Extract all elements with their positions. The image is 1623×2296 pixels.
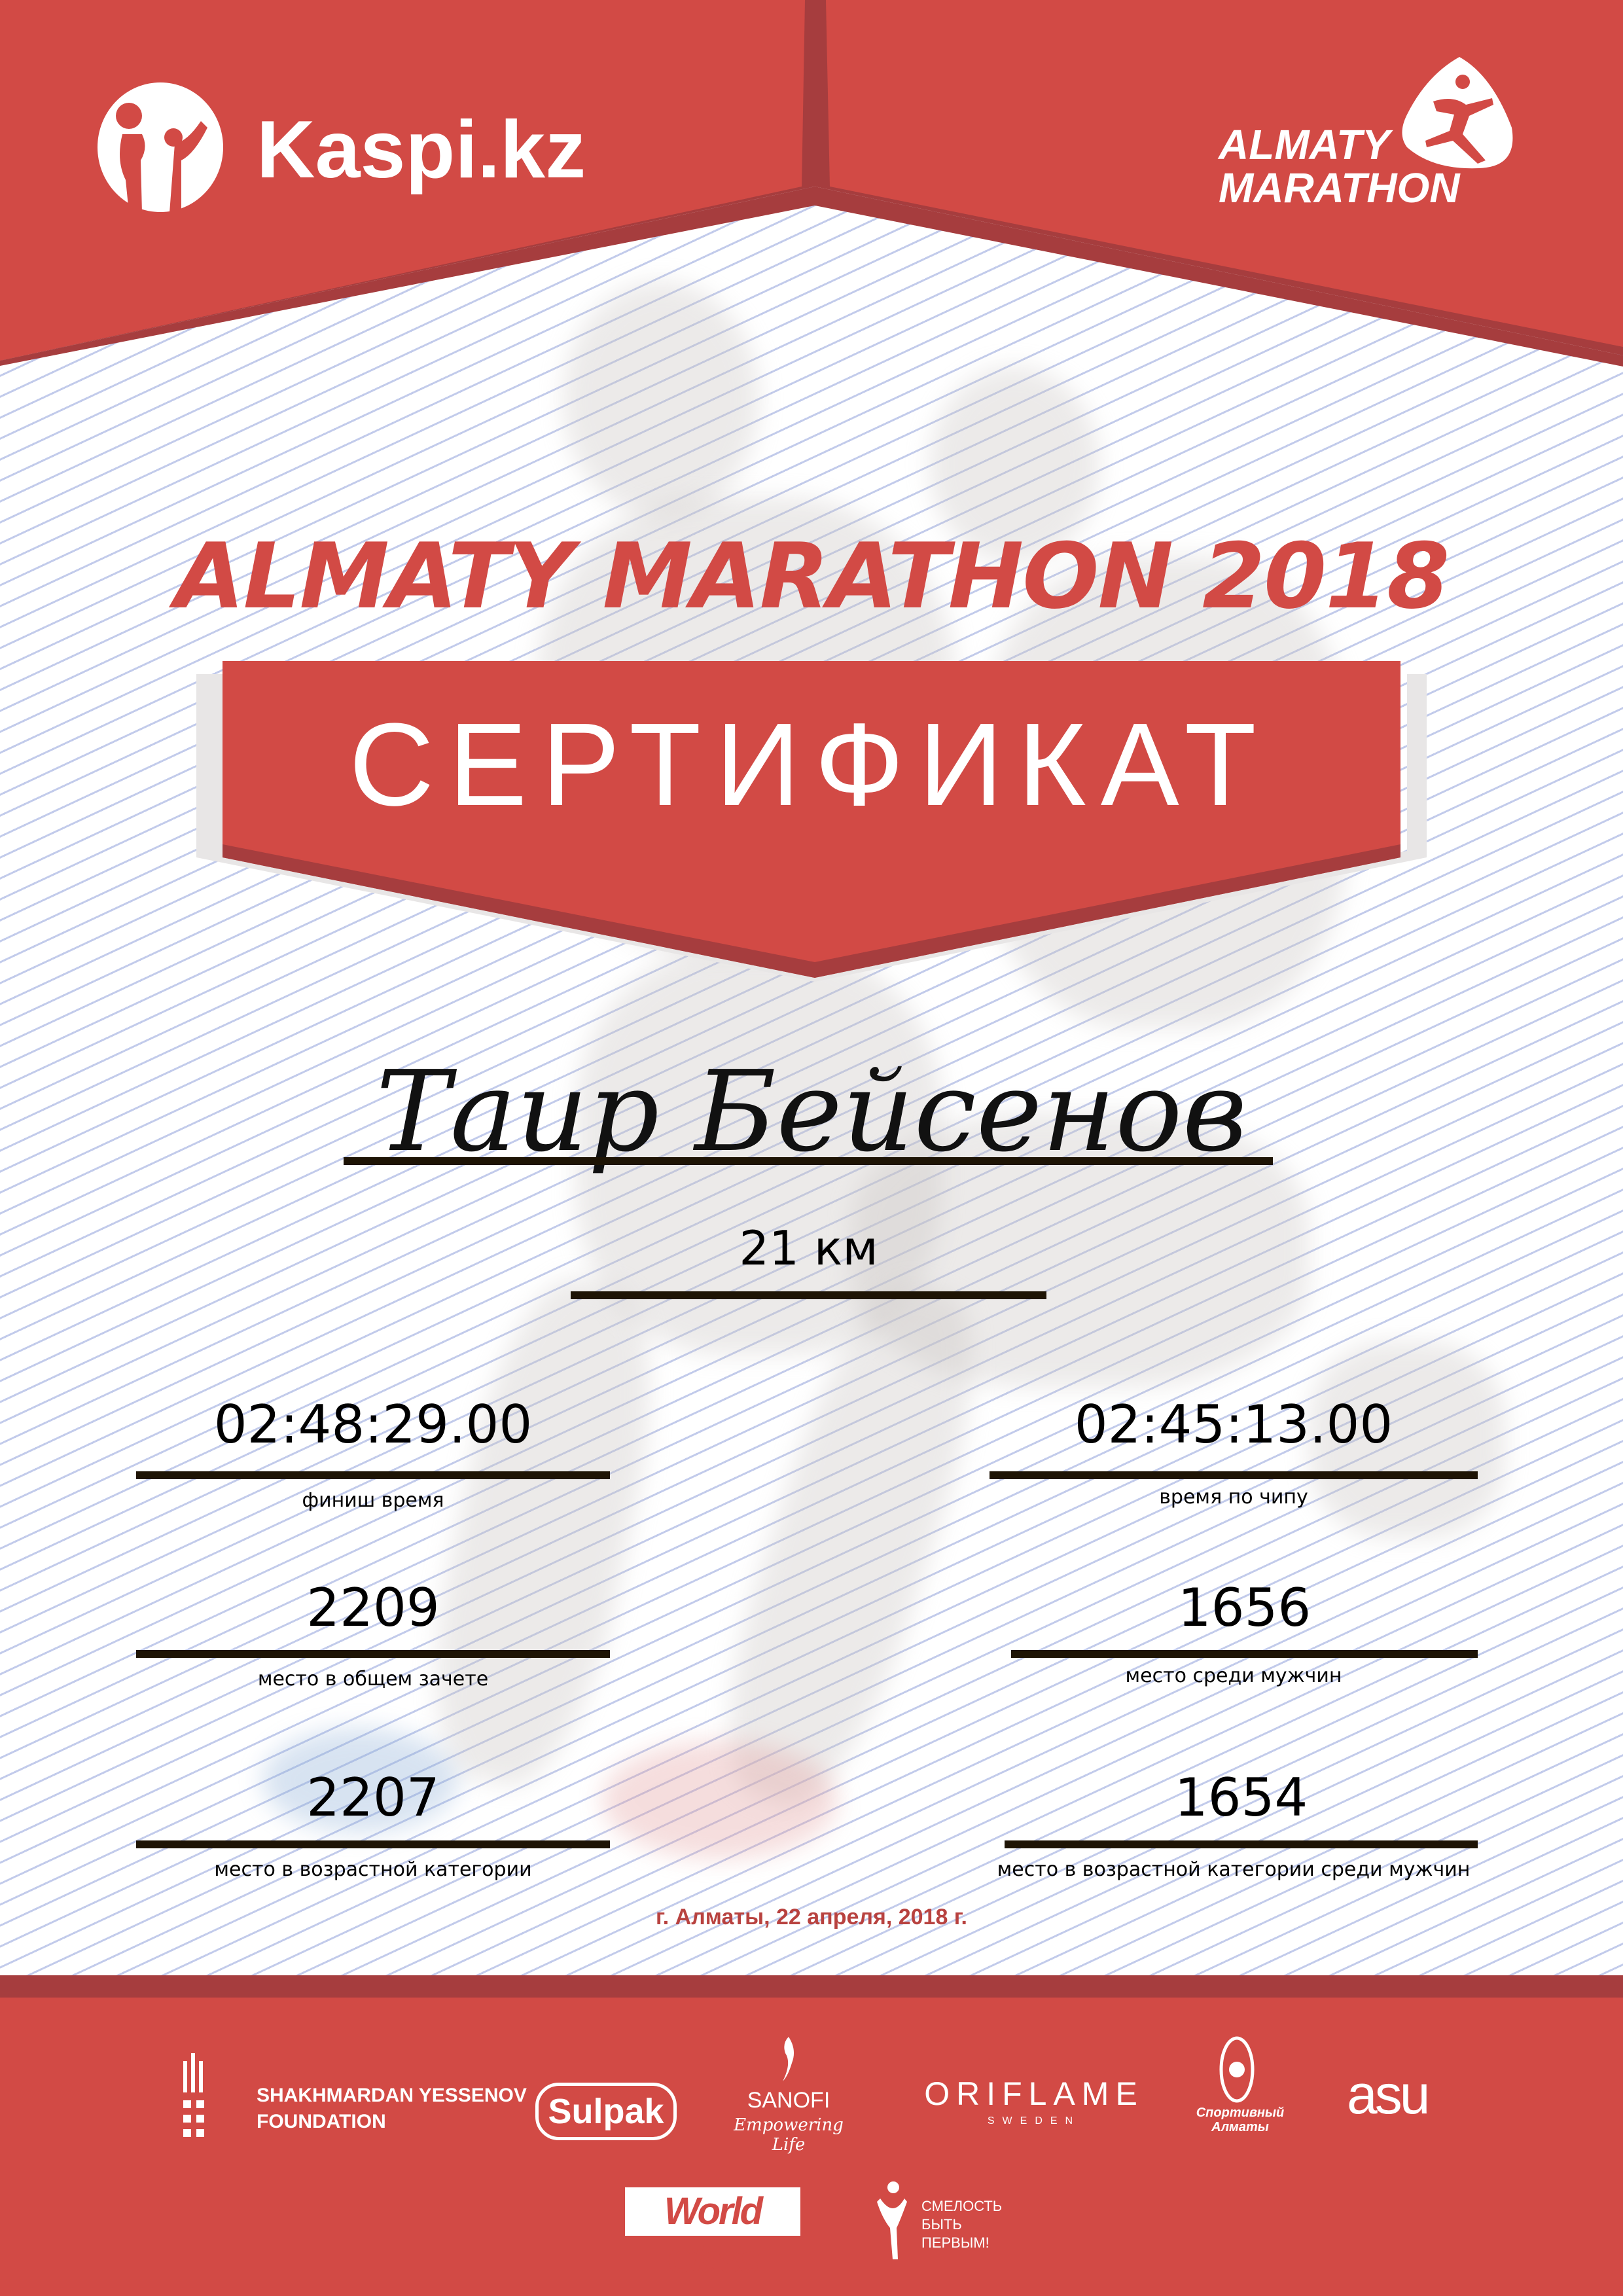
result-underline [1011,1650,1478,1658]
yessenov-line1: SHAKHMARDAN YESSENOV [257,2085,527,2106]
result-value: 02:45:13.00 [1074,1394,1393,1455]
distance: 21 км [739,1221,878,1276]
smelost-line2: БЫТЬ [921,2216,962,2233]
sport-almaty-line2: Алматы [1211,2120,1269,2134]
result-label: место среди мужчин [1125,1664,1342,1687]
footer-divider [0,1975,1623,1998]
oriflame-name: ORIFLAME [924,2075,1144,2112]
asu-logo: asu [1347,2064,1430,2125]
result-underline [136,1471,610,1479]
name-underline [344,1157,1273,1165]
footer-sponsors: SHAKHMARDAN YESSENOV FOUNDATION Sulpak S… [0,1998,1623,2296]
result-label: время по чипу [1159,1486,1308,1509]
logo-line1: ALMATY [1219,121,1390,168]
smelost-line1: СМЕЛОСТЬ [921,2198,1003,2214]
participant-name: Таир Бейсенов [376,1047,1247,1177]
result-underline [990,1471,1478,1479]
result-label: финиш время [302,1489,444,1512]
event-title: ALMATY MARATHON 2018 [174,524,1450,629]
sport-almaty-line1: Спортивный [1196,2106,1285,2120]
distance-underline [571,1291,1046,1299]
result-underline [136,1840,610,1848]
result-label: место в возрастной категории [214,1858,532,1881]
runner-drop-icon [1402,57,1513,169]
logo-line2: MARATHON [1219,164,1460,211]
smelost-figure-icon [877,2181,907,2259]
sanofi-tagline: Empowering Life [734,2115,844,2155]
result-value: 2209 [306,1577,440,1638]
result-value: 2207 [306,1767,440,1828]
kaspi-icon [98,82,223,213]
result-value: 1654 [1174,1767,1308,1828]
certificate-heading: СЕРТИФИКАТ [349,699,1271,831]
certificate-banner [196,661,1427,982]
sport-almaty-emblem-icon [1219,2036,1255,2103]
result-label: место в возрастной категории среди мужчи… [997,1858,1471,1881]
oriflame-sub: SWEDEN [987,2115,1081,2126]
result-underline [1005,1840,1478,1848]
event-date: г. Алматы, 22 апреля, 2018 г. [656,1905,967,1929]
result-value: 1656 [1177,1577,1311,1638]
result-value: 02:48:29.00 [213,1394,533,1455]
header-band [0,0,1623,367]
sanofi-icon [783,2037,794,2081]
smelost-line3: ПЕРВЫМ! [921,2234,990,2251]
sulpak-logo: Sulpak [535,2083,677,2140]
worldclass-logo: World Class [625,2187,800,2281]
sanofi-name: SANOFI [747,2088,830,2113]
kaspi-logo-text: Kaspi.kz [257,105,586,195]
result-underline [136,1650,610,1658]
result-label: место в общем зачете [257,1668,489,1691]
yessenov-line2: FOUNDATION [257,2111,386,2132]
yessenov-icon [183,2053,204,2137]
